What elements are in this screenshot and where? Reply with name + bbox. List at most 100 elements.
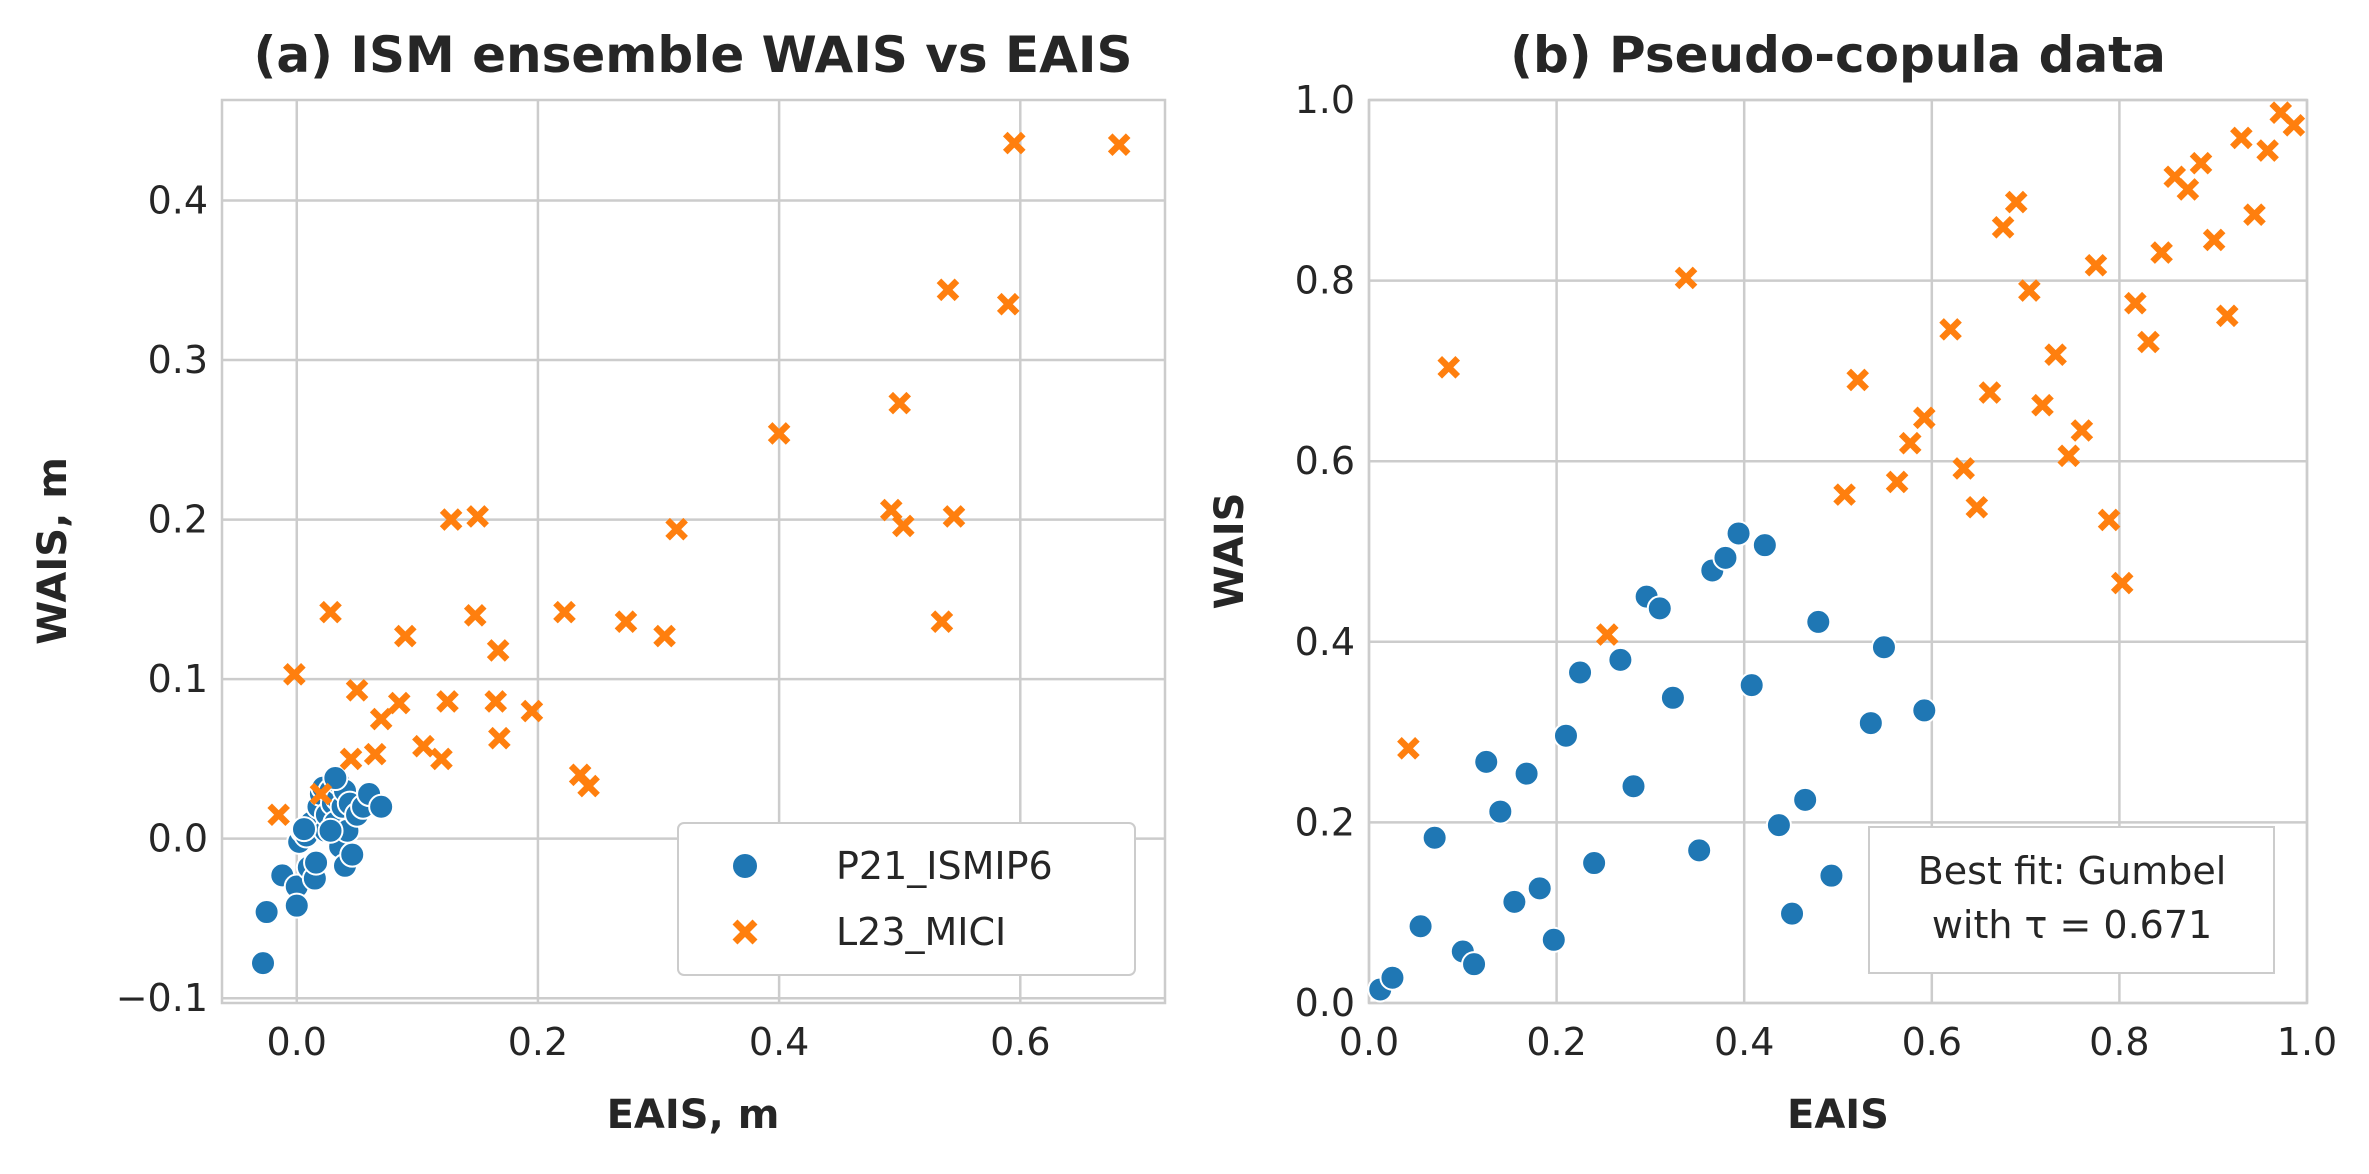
data-point-l23-mici <box>1913 406 1936 430</box>
data-point-l23-mici <box>1991 216 2015 239</box>
annotation-box <box>1868 826 2275 974</box>
data-point-l23-mici <box>412 734 435 758</box>
data-point-p21-ismip6 <box>339 841 366 868</box>
data-point-p21-ismip6 <box>283 892 310 919</box>
panel-b-data-points <box>1367 101 2306 1003</box>
x-tick-label: 0.2 <box>508 1020 568 1064</box>
y-tick-label: 0.6 <box>1295 439 1355 483</box>
data-point-l23-mici <box>1595 623 1619 646</box>
data-point-l23-mici <box>1965 495 1989 519</box>
panel-a: 0.0 0.2 0.4 0.6 −0.1 0.0 0.1 0.2 0.3 0.4 (a) ISM … <box>30 26 1167 1138</box>
data-point-l23-mici <box>892 514 915 538</box>
data-point-l23-mici <box>2176 178 2200 201</box>
data-point-p21-ismip6 <box>1421 824 1448 851</box>
panel-b-annotation: Best fit: Gumbel with τ = 0.671 <box>1868 826 2275 974</box>
y-tick-label: 0.2 <box>1295 800 1355 844</box>
data-point-l23-mici <box>2057 444 2081 468</box>
data-point-l23-mici <box>283 663 306 686</box>
panel-a-y-axis-label: WAIS, m <box>30 457 76 645</box>
data-point-p21-ismip6 <box>1552 722 1579 749</box>
data-point-l23-mici <box>2189 151 2213 175</box>
y-tick-label: 0.4 <box>1295 620 1355 664</box>
data-point-l23-mici <box>553 600 576 624</box>
data-point-p21-ismip6 <box>1461 951 1488 978</box>
legend-box <box>677 822 1136 976</box>
y-tick-label: −0.1 <box>116 976 208 1020</box>
data-point-l23-mici <box>888 391 912 415</box>
data-point-l23-mici <box>1397 737 1420 760</box>
data-point-p21-ismip6 <box>303 849 330 876</box>
panel-a-data-points <box>250 131 1131 977</box>
data-point-p21-ismip6 <box>250 950 276 977</box>
data-point-l23-mici <box>2031 393 2054 417</box>
data-point-l23-mici <box>439 508 463 531</box>
data-point-p21-ismip6 <box>368 793 395 820</box>
data-point-p21-ismip6 <box>1407 913 1434 940</box>
data-point-l23-mici <box>2044 343 2067 366</box>
data-point-l23-mici <box>393 624 417 648</box>
data-point-p21-ismip6 <box>1751 532 1778 559</box>
x-tick-label: 0.2 <box>1526 1020 1586 1064</box>
data-point-p21-ismip6 <box>1607 646 1634 673</box>
data-point-l23-mici <box>2070 419 2094 442</box>
panel-b-y-axis-label: WAIS <box>1207 493 1253 610</box>
data-point-l23-mici <box>1674 266 1698 290</box>
data-point-p21-ismip6 <box>1620 773 1647 800</box>
x-tick-label: 0.4 <box>1714 1020 1774 1064</box>
data-point-l23-mici <box>577 774 600 798</box>
data-point-l23-mici <box>484 690 508 713</box>
data-point-l23-mici <box>387 691 411 715</box>
x-tick-label: 0.6 <box>990 1020 1050 1064</box>
legend-marker-p21-ismip6 <box>731 852 759 880</box>
data-point-l23-mici <box>463 604 487 627</box>
y-tick-label: 0.0 <box>1295 981 1355 1025</box>
data-point-p21-ismip6 <box>1487 798 1514 825</box>
data-point-l23-mici <box>930 610 954 633</box>
data-point-l23-mici <box>339 747 363 771</box>
data-point-l23-mici <box>1002 131 1026 155</box>
data-point-p21-ismip6 <box>1567 659 1594 686</box>
data-point-l23-mici <box>2215 304 2239 328</box>
data-point-l23-mici <box>2150 241 2173 264</box>
data-point-p21-ismip6 <box>1738 672 1765 699</box>
data-point-p21-ismip6 <box>1725 520 1752 547</box>
panel-a-x-axis-label: EAIS, m <box>607 1092 780 1138</box>
data-point-l23-mici <box>369 707 393 731</box>
panel-a-tick-labels: 0.0 0.2 0.4 0.6 −0.1 0.0 0.1 0.2 0.3 0.4 <box>116 179 1051 1064</box>
data-point-l23-mici <box>653 624 676 648</box>
data-point-l23-mici <box>2202 228 2226 252</box>
data-point-l23-mici <box>2084 253 2108 277</box>
data-point-p21-ismip6 <box>1540 926 1567 953</box>
data-point-p21-ismip6 <box>1686 837 1713 864</box>
data-point-l23-mici <box>767 422 791 445</box>
data-point-l23-mici <box>996 292 1020 316</box>
data-point-l23-mici <box>1885 470 1909 494</box>
panel-b-x-axis-label: EAIS <box>1787 1092 1889 1138</box>
data-point-p21-ismip6 <box>1659 684 1686 711</box>
annotation-line-2: with τ = 0.671 <box>1932 903 2212 947</box>
data-point-p21-ismip6 <box>1712 544 1739 571</box>
panel-a-legend: P21_ISMIP6 L23_MICI <box>677 822 1136 976</box>
data-point-l23-mici <box>436 690 459 713</box>
data-point-l23-mici <box>466 505 489 528</box>
data-point-l23-mici <box>309 782 333 806</box>
data-point-l23-mici <box>942 505 966 528</box>
panel-b: 0.0 0.2 0.4 0.6 0.8 1.0 0.0 0.2 0.4 0.6 0.8 1.0 (b)… <box>1207 26 2337 1138</box>
x-tick-label: 0.0 <box>1339 1020 1399 1064</box>
data-point-l23-mici <box>2018 279 2041 302</box>
data-point-p21-ismip6 <box>317 817 344 844</box>
data-point-l23-mici <box>2004 190 2028 214</box>
data-point-p21-ismip6 <box>1473 748 1500 775</box>
data-point-l23-mici <box>267 803 290 827</box>
data-point-l23-mici <box>2282 113 2306 137</box>
data-point-l23-mici <box>486 639 510 662</box>
data-point-p21-ismip6 <box>1501 888 1528 915</box>
data-point-l23-mici <box>614 610 638 633</box>
y-tick-label: 0.1 <box>148 657 208 701</box>
x-tick-label: 0.6 <box>1902 1020 1962 1064</box>
legend-marker-l23-mici <box>732 919 758 945</box>
data-point-p21-ismip6 <box>291 816 317 843</box>
annotation-line-1: Best fit: Gumbel <box>1918 849 2227 893</box>
